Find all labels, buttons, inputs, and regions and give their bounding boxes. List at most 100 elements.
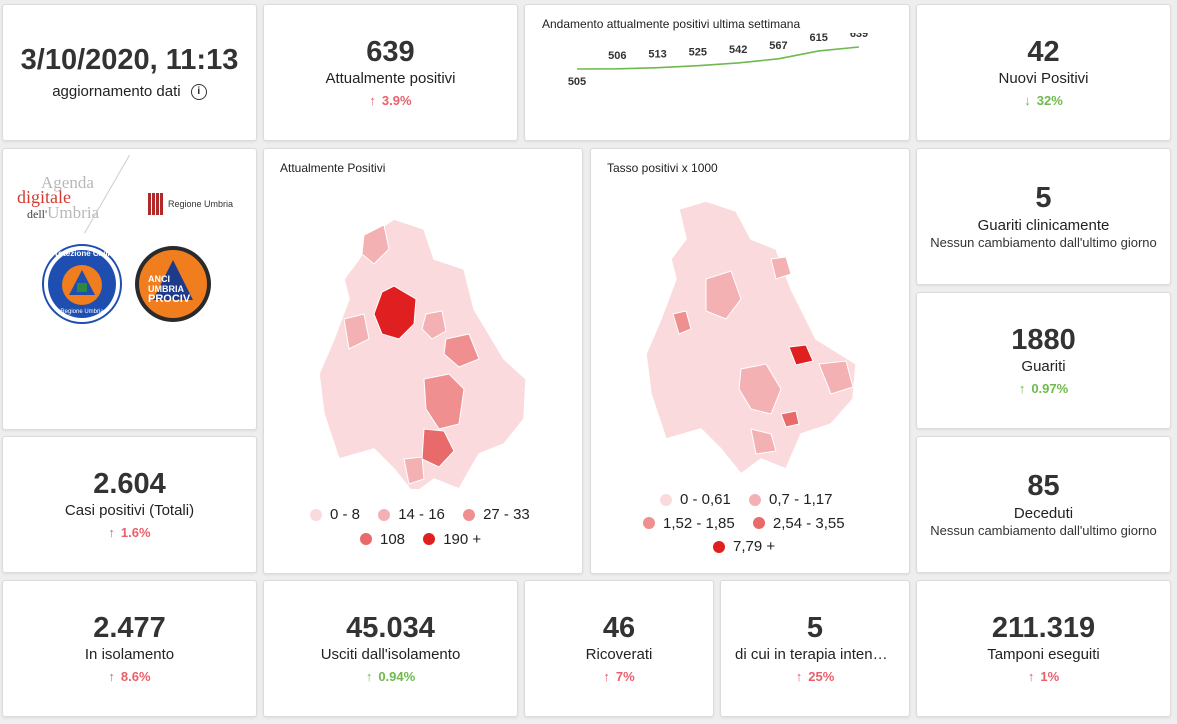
ricoverati-label: Ricoverati bbox=[585, 646, 653, 664]
isolamento-card: 2.477 In isolamento ↑ 8.6% bbox=[2, 580, 257, 717]
terapia-change: ↑ 25% bbox=[796, 669, 835, 684]
map1-legend-item[interactable]: 14 - 16 bbox=[378, 506, 445, 523]
terapia-card: 5 di cui in terapia intensiva ↑ 25% bbox=[720, 580, 910, 717]
guariti-change-value: 0.97% bbox=[1031, 381, 1069, 397]
trend-data-label: 567 bbox=[769, 40, 787, 52]
map2-legend-item[interactable]: 7,79 + bbox=[713, 538, 775, 555]
map1-title: Attualmente Positivi bbox=[280, 161, 386, 175]
legend-dot bbox=[463, 508, 476, 521]
map2-legend-item[interactable]: 1,52 - 1,85 bbox=[643, 515, 735, 532]
map2-title: Tasso positivi x 1000 bbox=[607, 161, 718, 175]
usciti-change-value: 0.94% bbox=[378, 669, 416, 685]
ricoverati-value: 46 bbox=[602, 611, 636, 644]
map1-legend: 0 - 8 14 - 16 27 - 33 108 190 + bbox=[310, 506, 570, 549]
anci-prociv-logo bbox=[135, 246, 211, 322]
usciti-value: 45.034 bbox=[346, 611, 435, 644]
map1-legend-item[interactable]: 27 - 33 bbox=[463, 506, 530, 523]
terapia-change-value: 25% bbox=[808, 669, 835, 685]
legend-label: 14 - 16 bbox=[398, 506, 445, 523]
map2-legend-item[interactable]: 0 - 0,61 bbox=[660, 491, 731, 508]
ricoverati-change-value: 7% bbox=[615, 669, 635, 685]
update-card: 3/10/2020, 11:13 aggiornamento dati i bbox=[2, 4, 257, 141]
agenda-line2: digitale bbox=[17, 187, 71, 207]
map2-legend-item[interactable]: 0,7 - 1,17 bbox=[749, 491, 832, 508]
casi-value: 2.604 bbox=[93, 467, 166, 500]
regione-label: Regione Umbria bbox=[168, 199, 234, 209]
casi-label: Casi positivi (Totali) bbox=[64, 502, 195, 520]
agenda-line3-prefix: dell' bbox=[27, 207, 48, 221]
nuovi-change-value: 32% bbox=[1036, 93, 1063, 109]
trend-data-label: 506 bbox=[608, 50, 626, 62]
legend-dot bbox=[310, 508, 322, 521]
deceduti-note: Nessun cambiamento dall'ultimo giorno bbox=[930, 522, 1157, 538]
anci-line2: UMBRIA bbox=[148, 284, 184, 294]
legend-label: 108 bbox=[380, 530, 406, 548]
agenda-line1: Agenda bbox=[41, 173, 94, 192]
anci-text: ANCI UMBRIA PROCIV bbox=[148, 274, 191, 305]
map-tasso-card: Tasso positivi x 1000 0 - 0,61 0,7 - 1,1… bbox=[590, 148, 910, 574]
legend-dot bbox=[749, 493, 762, 506]
arrow-up-icon: ↑ bbox=[603, 669, 610, 685]
nuovi-value: 42 bbox=[1027, 35, 1060, 68]
arrow-up-icon: ↑ bbox=[1027, 669, 1035, 685]
guariti-clin-label: Guariti clinicamente bbox=[977, 216, 1110, 234]
legend-label: 7,79 + bbox=[733, 538, 776, 555]
guariti-clin-card: 5 Guariti clinicamente Nessun cambiament… bbox=[916, 148, 1171, 285]
map1-legend-item[interactable]: 0 - 8 bbox=[310, 506, 360, 523]
map-positivi-card: Attualmente Positivi 0 - 8 14 - 16 27 - … bbox=[263, 148, 583, 574]
umbria-map-tasso[interactable] bbox=[591, 189, 911, 489]
map1-legend-row2: 108 190 + bbox=[310, 531, 570, 550]
agenda-logo: Agenda digitale dell'Umbria bbox=[17, 173, 100, 222]
legend-label: 0 - 8 bbox=[330, 506, 361, 523]
map2-legend-item[interactable]: 2,54 - 3,55 bbox=[752, 515, 845, 532]
legend-dot bbox=[360, 533, 372, 545]
trend-line bbox=[576, 46, 860, 70]
trend-title: Andamento attualmente positivi ultima se… bbox=[542, 17, 801, 31]
regione-logo: Regione Umbria bbox=[148, 193, 233, 215]
isolamento-change: ↑ 8.6% bbox=[108, 669, 150, 684]
positivi-card: 639 Attualmente positivi ↑ 3.9% bbox=[263, 4, 518, 141]
map1-legend-item[interactable]: 108 bbox=[360, 531, 405, 548]
info-icon[interactable]: i bbox=[190, 83, 207, 100]
nuovi-change: ↓ 32% bbox=[1024, 93, 1063, 108]
positivi-value: 639 bbox=[366, 35, 415, 68]
anci-line1: ANCI bbox=[148, 274, 170, 284]
isolamento-value: 2.477 bbox=[93, 611, 166, 644]
umbria-map-positivi[interactable] bbox=[264, 189, 584, 489]
casi-change: ↑ 1.6% bbox=[108, 525, 150, 540]
ricoverati-card: 46 Ricoverati ↑ 7% bbox=[524, 580, 714, 717]
arrow-up-icon: ↑ bbox=[1018, 381, 1026, 397]
map1-legend-row1: 0 - 8 14 - 16 27 - 33 bbox=[310, 506, 570, 525]
update-datetime: 3/10/2020, 11:13 bbox=[20, 44, 239, 77]
isolamento-label: In isolamento bbox=[84, 646, 175, 664]
anci-line3: PROCIV bbox=[148, 293, 191, 305]
arrow-up-icon: ↑ bbox=[369, 93, 376, 109]
tamponi-label: Tamponi eseguiti bbox=[987, 646, 1100, 664]
legend-label: 0,7 - 1,17 bbox=[769, 491, 833, 508]
legend-dot bbox=[378, 508, 391, 521]
agenda-line3-text: Umbria bbox=[47, 203, 100, 222]
guariti-label: Guariti bbox=[1021, 358, 1066, 376]
nuovi-card: 42 Nuovi Positivi ↓ 32% bbox=[916, 4, 1171, 141]
casi-card: 2.604 Casi positivi (Totali) ↑ 1.6% bbox=[2, 436, 257, 573]
agenda-line3: dell'Umbria bbox=[27, 203, 100, 222]
map2-legend-row2: 1,52 - 1,85 2,54 - 3,55 bbox=[643, 515, 903, 534]
guariti-clin-value: 5 bbox=[1035, 182, 1052, 215]
legend-label: 1,52 - 1,85 bbox=[663, 514, 735, 532]
legend-dot bbox=[752, 517, 765, 529]
nuovi-label: Nuovi Positivi bbox=[998, 70, 1089, 88]
isolamento-change-value: 8.6% bbox=[120, 669, 151, 685]
usciti-change: ↑ 0.94% bbox=[366, 669, 415, 684]
trend-data-label: 505 bbox=[568, 76, 586, 88]
update-label-text: aggiornamento dati bbox=[52, 82, 181, 100]
regione-emblem-icon bbox=[148, 193, 163, 215]
casi-change-value: 1.6% bbox=[120, 525, 151, 541]
trend-card: Andamento attualmente positivi ultima se… bbox=[524, 4, 910, 141]
map1-legend-item[interactable]: 190 + bbox=[423, 531, 481, 548]
arrow-up-icon: ↑ bbox=[108, 669, 115, 685]
guariti-clin-note: Nessun cambiamento dall'ultimo giorno bbox=[930, 234, 1157, 250]
guariti-value: 1880 bbox=[1011, 323, 1076, 356]
guariti-change: ↑ 0.97% bbox=[1019, 381, 1068, 396]
map2-legend: 0 - 0,61 0,7 - 1,17 1,52 - 1,85 2,54 - 3… bbox=[643, 491, 903, 557]
positivi-change: ↑ 3.9% bbox=[369, 93, 411, 108]
